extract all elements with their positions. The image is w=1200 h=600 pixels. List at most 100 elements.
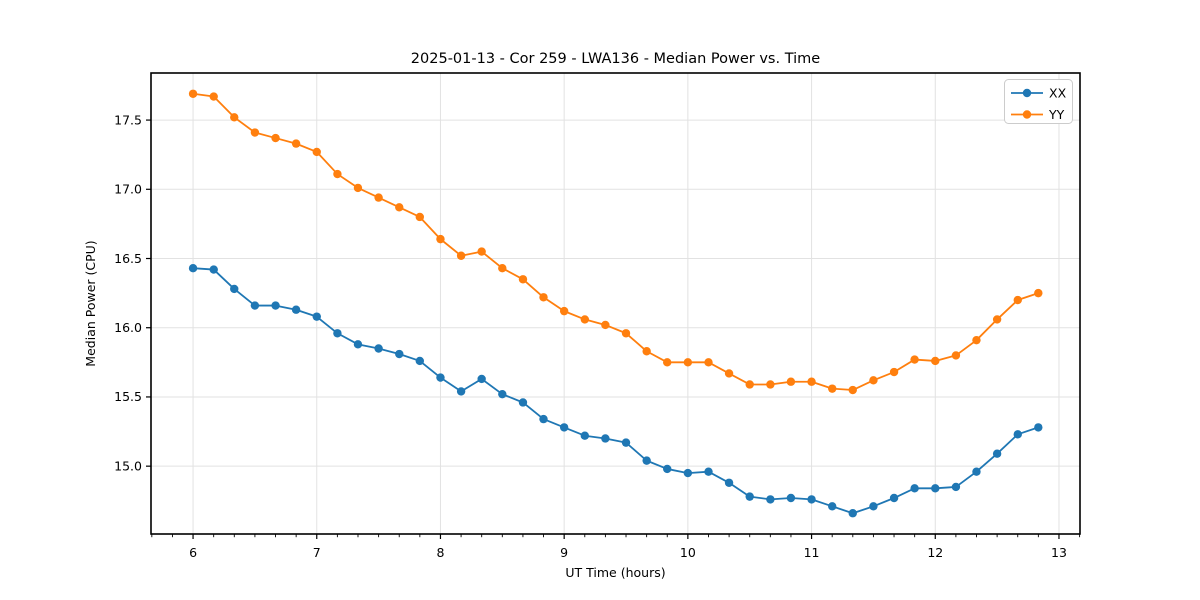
data-point bbox=[477, 374, 486, 384]
y-tick-label: 16.0 bbox=[114, 320, 142, 335]
x-tick-label: 13 bbox=[1051, 545, 1067, 560]
data-point bbox=[601, 434, 610, 443]
data-point bbox=[456, 251, 466, 260]
data-point bbox=[972, 467, 981, 476]
data-point bbox=[230, 284, 239, 294]
x-tick-label: 12 bbox=[927, 545, 943, 560]
data-point bbox=[436, 373, 445, 382]
data-point bbox=[580, 315, 590, 324]
x-tick-label: 6 bbox=[189, 545, 197, 560]
x-tick-label: 8 bbox=[436, 545, 444, 560]
x-tick-label: 10 bbox=[680, 545, 696, 560]
data-point bbox=[312, 312, 321, 321]
data-point bbox=[1013, 430, 1022, 439]
chart-title: 2025-01-13 - Cor 259 - LWA136 - Median P… bbox=[411, 51, 820, 67]
y-tick-label: 17.0 bbox=[114, 182, 142, 197]
data-point bbox=[601, 320, 610, 330]
data-point bbox=[766, 380, 775, 389]
series-layer bbox=[188, 89, 1043, 518]
data-point bbox=[456, 387, 466, 396]
data-point bbox=[188, 263, 198, 273]
series-xx bbox=[188, 263, 1043, 518]
legend-marker-yy bbox=[1022, 110, 1032, 119]
data-point bbox=[828, 502, 837, 511]
legend-label-yy: YY bbox=[1048, 107, 1065, 122]
data-point bbox=[312, 147, 321, 157]
data-point bbox=[415, 212, 425, 222]
legend-marker-xx bbox=[1022, 88, 1032, 98]
series-line-xx bbox=[192, 267, 1040, 515]
axes-layer: 6 7 8 9 10 11 12 13 15.0 15.5 16.0 16.5 17.0 17.5 bbox=[114, 112, 1081, 560]
data-point bbox=[250, 128, 260, 137]
data-point bbox=[559, 306, 569, 316]
data-point bbox=[230, 113, 239, 122]
data-point bbox=[580, 431, 590, 440]
data-point bbox=[724, 478, 734, 487]
data-point bbox=[869, 376, 878, 385]
data-point bbox=[704, 358, 713, 367]
legend: XX YY bbox=[1004, 79, 1073, 124]
data-point bbox=[910, 355, 919, 364]
data-point bbox=[869, 502, 878, 511]
data-point bbox=[828, 384, 837, 393]
data-point bbox=[951, 351, 961, 360]
data-point bbox=[848, 385, 857, 395]
data-point bbox=[910, 484, 919, 493]
data-point bbox=[518, 398, 528, 407]
data-point bbox=[436, 234, 445, 244]
data-point bbox=[333, 169, 342, 179]
y-tick-label: 17.5 bbox=[114, 112, 142, 127]
data-point bbox=[209, 92, 218, 101]
data-point bbox=[250, 301, 260, 310]
data-point bbox=[889, 493, 899, 503]
data-point bbox=[621, 438, 631, 447]
data-point bbox=[188, 89, 198, 98]
grid bbox=[151, 73, 1080, 534]
legend-label-xx: XX bbox=[1049, 85, 1067, 100]
plot-border bbox=[150, 72, 1081, 535]
data-point bbox=[498, 389, 507, 399]
data-point bbox=[992, 449, 1002, 458]
data-point bbox=[766, 495, 775, 504]
data-point bbox=[291, 305, 301, 314]
data-point bbox=[374, 193, 383, 202]
data-point bbox=[518, 275, 528, 284]
data-point bbox=[683, 358, 693, 367]
data-point bbox=[683, 468, 693, 478]
data-point bbox=[663, 464, 672, 474]
data-point bbox=[663, 358, 672, 367]
data-point bbox=[353, 340, 363, 349]
data-point bbox=[931, 356, 940, 366]
legend-box bbox=[1004, 79, 1073, 124]
data-point bbox=[333, 329, 342, 338]
data-point bbox=[539, 414, 548, 424]
data-point bbox=[972, 335, 981, 345]
data-point bbox=[848, 509, 857, 518]
x-tick-label: 9 bbox=[560, 545, 568, 560]
x-axis-label: UT Time (hours) bbox=[565, 565, 665, 580]
data-point bbox=[209, 265, 218, 274]
data-point bbox=[1034, 288, 1043, 298]
data-point bbox=[395, 203, 404, 212]
data-point bbox=[951, 482, 961, 492]
data-point bbox=[559, 423, 569, 432]
y-tick-label: 15.0 bbox=[114, 458, 142, 473]
x-tick-label: 7 bbox=[313, 545, 321, 560]
data-point bbox=[807, 495, 816, 504]
data-point bbox=[807, 377, 816, 386]
series-line-yy bbox=[192, 92, 1040, 391]
data-point bbox=[745, 492, 754, 501]
data-point bbox=[539, 293, 548, 302]
data-point bbox=[642, 456, 651, 465]
data-point bbox=[271, 301, 280, 310]
data-point bbox=[353, 183, 363, 193]
y-tick-label: 16.5 bbox=[114, 251, 142, 266]
y-axis-label: Median Power (CPU) bbox=[83, 240, 98, 366]
data-point bbox=[498, 263, 507, 273]
data-point bbox=[745, 380, 754, 389]
series-yy bbox=[188, 89, 1043, 395]
data-point bbox=[271, 133, 280, 143]
data-point bbox=[415, 356, 425, 366]
data-point bbox=[477, 247, 486, 256]
